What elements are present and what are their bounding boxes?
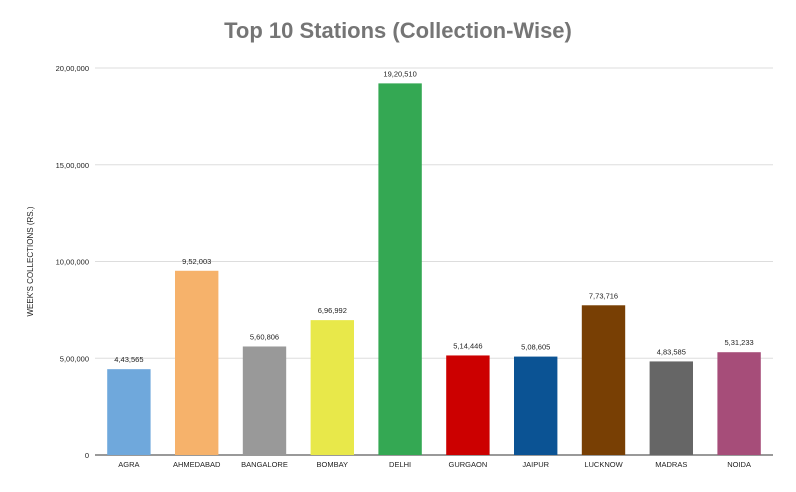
data-label: 9,52,003 — [182, 257, 211, 266]
x-tick-label: BANGALORE — [241, 460, 288, 469]
bar-ahmedabad — [175, 270, 219, 455]
x-tick-label: NOIDA — [727, 460, 751, 469]
y-tick-label: 5,00,000 — [60, 354, 89, 363]
data-label: 19,20,510 — [383, 69, 416, 78]
y-tick-label: 20,00,000 — [56, 64, 89, 73]
bar-delhi — [378, 83, 422, 455]
x-tick-label: MADRAS — [655, 460, 687, 469]
x-tick-label: AGRA — [118, 460, 139, 469]
x-tick-label: GURGAON — [449, 460, 488, 469]
x-tick-label: DELHI — [389, 460, 411, 469]
data-label: 5,14,446 — [453, 341, 482, 350]
data-label: 5,60,806 — [250, 332, 279, 341]
y-tick-label: 15,00,000 — [56, 161, 89, 170]
bar-madras — [649, 361, 693, 455]
y-tick-label: 0 — [85, 451, 89, 460]
bar-agra — [107, 369, 151, 455]
x-tick-label: AHMEDABAD — [173, 460, 221, 469]
data-label: 7,73,716 — [589, 291, 618, 300]
x-tick-label: BOMBAY — [317, 460, 349, 469]
data-label: 5,31,233 — [724, 338, 753, 347]
y-axis-title: WEEK'S COLLECTIONS (RS.) — [26, 206, 35, 316]
bar-bombay — [310, 320, 354, 455]
x-tick-label: LUCKNOW — [584, 460, 623, 469]
data-label: 4,83,585 — [657, 347, 686, 356]
data-label: 6,96,992 — [318, 306, 347, 315]
bar-jaipur — [514, 356, 558, 455]
bar-bangalore — [242, 346, 287, 455]
bar-lucknow — [581, 305, 626, 455]
chart-title: Top 10 Stations (Collection-Wise) — [224, 18, 572, 43]
data-label: 5,08,605 — [521, 343, 550, 352]
bar-noida — [717, 352, 761, 455]
x-tick-label: JAIPUR — [522, 460, 549, 469]
data-label: 4,43,565 — [114, 355, 143, 364]
bar-gurgaon — [446, 355, 490, 455]
y-tick-label: 10,00,000 — [56, 258, 89, 267]
